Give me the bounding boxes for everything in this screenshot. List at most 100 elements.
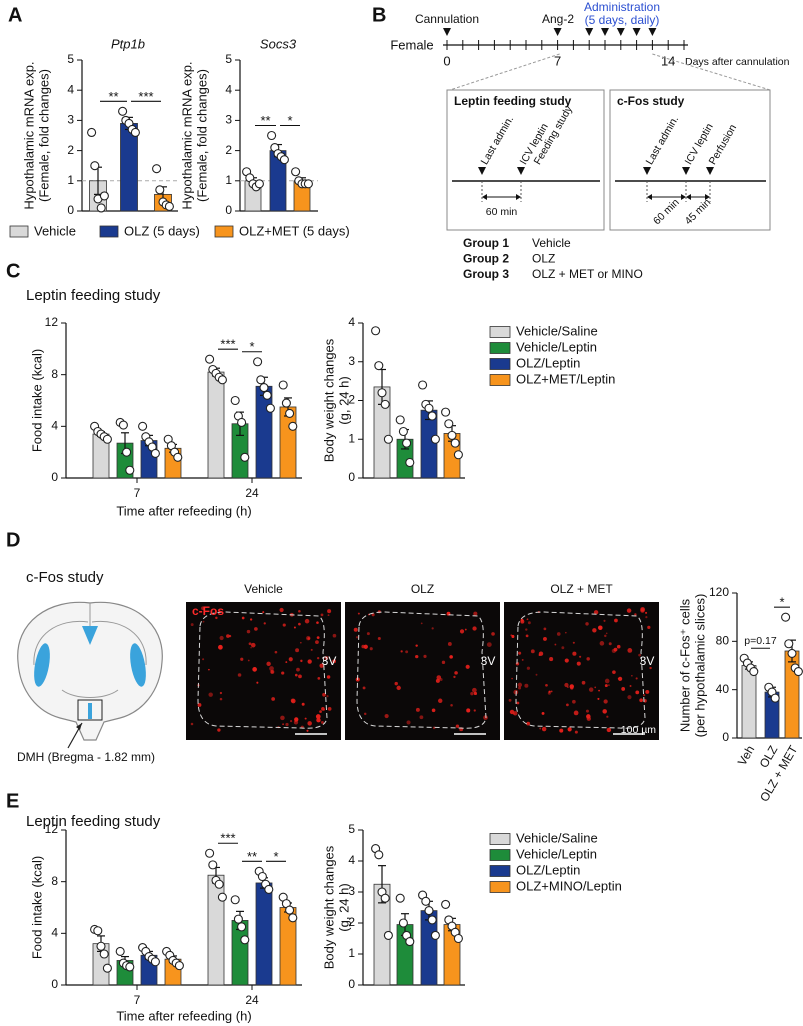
cell-signal [572, 641, 575, 644]
dmh-outline [197, 611, 328, 729]
cell-signal [294, 673, 298, 677]
cell-signal [592, 628, 597, 633]
data-point [447, 430, 457, 440]
legend-swatch [489, 865, 511, 877]
cell-signal [634, 613, 637, 616]
cell-signal [406, 720, 411, 725]
data-point [291, 167, 301, 177]
y-axis-label: Body weight changes [321, 845, 336, 969]
cell-signal [525, 628, 528, 631]
cell-signal [322, 692, 326, 697]
data-point [288, 913, 298, 923]
cell-signal [361, 644, 365, 649]
zoom-line [652, 53, 771, 91]
y-axis-label: Hypothalamic mRNA exp. [179, 61, 194, 209]
data-point [96, 203, 106, 213]
administration-marker [616, 28, 625, 36]
cell-signal [281, 671, 285, 675]
y-axis-label: Food intake (kcal) [29, 349, 44, 452]
cell-signal [629, 685, 632, 688]
brain-schematic [17, 601, 163, 749]
data-point [237, 417, 247, 428]
cell-signal [431, 708, 436, 713]
legend-label: OLZ+MINO/Leptin [516, 878, 622, 893]
cell-signal [567, 727, 572, 732]
data-point [125, 962, 135, 972]
data-point [430, 930, 440, 940]
stain-label: c-Fos [192, 604, 224, 618]
cell-signal [449, 655, 453, 659]
cell-signal [415, 654, 419, 659]
legend-label: Vehicle/Saline [516, 323, 598, 338]
cell-signal [603, 699, 608, 704]
administration-marker [648, 28, 657, 36]
y-tick-label: 1 [348, 946, 355, 960]
cell-signal [511, 634, 515, 638]
cell-signal [293, 720, 299, 725]
data-point [152, 164, 162, 174]
cell-signal [249, 618, 253, 621]
legend-label: Vehicle/Saline [516, 830, 598, 845]
cell-signal [635, 677, 638, 680]
cell-signal [296, 667, 300, 672]
significance-label: * [273, 849, 278, 864]
cell-signal [306, 729, 309, 732]
y-tick-label: 4 [67, 82, 74, 96]
cell-signal [324, 656, 329, 660]
cell-signal [362, 686, 366, 690]
cell-signal [327, 707, 332, 711]
legend-label: Vehicle/Leptin [516, 846, 597, 861]
cell-signal [219, 691, 223, 695]
cell-signal [394, 681, 398, 686]
landmark-label: 3V [481, 654, 496, 668]
cell-signal [539, 727, 542, 730]
legend-label: OLZ (5 days) [124, 223, 200, 238]
cell-signal [305, 635, 311, 641]
cell-signal [315, 640, 319, 644]
cell-signal [327, 609, 332, 614]
significance-label: ** [260, 113, 270, 128]
cell-signal [548, 690, 551, 693]
event-marker [478, 167, 486, 175]
timeline-label: Administration [584, 0, 660, 14]
cell-signal [250, 642, 256, 648]
event-marker [517, 167, 525, 175]
section-title: Leptin feeding study [26, 287, 161, 304]
cell-signal [526, 666, 531, 670]
cell-signal [527, 621, 531, 625]
cell-signal [597, 697, 600, 700]
cell-signal [585, 709, 589, 713]
arrow-head [686, 194, 710, 200]
ang2-marker [553, 28, 562, 36]
cell-signal [326, 695, 329, 698]
cell-signal [594, 686, 597, 689]
bar [255, 882, 273, 986]
cell-signal [307, 659, 312, 664]
data-point [398, 426, 408, 437]
x-axis-label: Time after refeeding (h) [116, 503, 251, 518]
cell-signal [604, 684, 608, 688]
cell-signal [247, 659, 250, 662]
legend-swatch [99, 225, 119, 238]
legend-label: OLZ/Leptin [516, 862, 580, 877]
significance-label: * [779, 595, 784, 610]
cell-signal [316, 621, 319, 624]
cell-signal [447, 642, 452, 646]
cell-signal [332, 659, 337, 664]
cell-signal [252, 667, 257, 672]
legend-label: OLZ/Leptin [516, 355, 580, 370]
panel-letter: D [6, 529, 20, 551]
cell-signal [518, 651, 522, 655]
y-tick-label: 0 [51, 470, 58, 484]
cell-signal [197, 703, 202, 707]
cell-signal [639, 698, 644, 703]
cell-signal [473, 709, 476, 712]
cell-signal [524, 683, 529, 688]
significance-label: p=0.17 [744, 635, 777, 647]
chart-title: Socs3 [260, 36, 297, 51]
y-tick-label: 0 [225, 203, 232, 217]
cell-signal [269, 666, 274, 671]
panel-letter: B [372, 4, 386, 26]
cell-signal [638, 653, 642, 657]
cell-signal [415, 644, 418, 647]
